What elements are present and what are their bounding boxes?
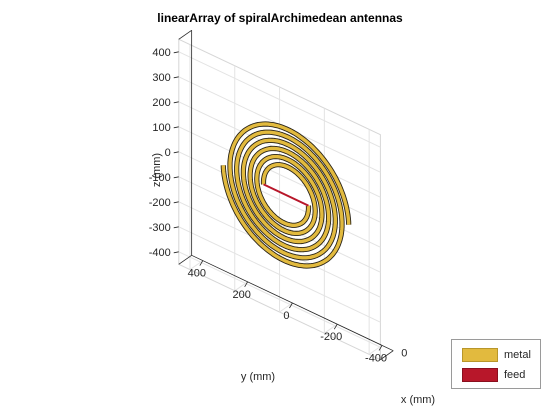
z-tick-label: -100 xyxy=(149,172,171,184)
floor-gridline xyxy=(279,302,293,313)
z-tick-label: 100 xyxy=(152,122,170,134)
z-tick-label: 200 xyxy=(152,97,170,109)
legend-label-feed: feed xyxy=(504,369,526,381)
floor-gridline xyxy=(324,323,338,334)
z-tick-mark xyxy=(173,126,179,129)
z-axis-label: z (mm) xyxy=(151,153,163,187)
axes-box-edge xyxy=(178,254,192,265)
legend-label-metal: metal xyxy=(504,349,531,361)
chart-title: linearArray of spiralArchimedean antenna… xyxy=(157,11,403,25)
y-tick-label: -400 xyxy=(365,352,387,364)
floor-gridline xyxy=(189,260,204,271)
z-tick-label: -300 xyxy=(149,222,171,234)
y-tick-label: -200 xyxy=(320,331,342,343)
y-tick-label: 400 xyxy=(188,268,206,280)
y-tick-mark xyxy=(244,281,248,288)
y-tick-label: 200 xyxy=(232,289,250,301)
floor-gridline xyxy=(368,344,383,355)
legend-swatch-feed xyxy=(462,368,498,382)
y-tick-mark xyxy=(378,345,383,351)
z-tick-label: -200 xyxy=(149,197,171,209)
feed-strip xyxy=(263,183,309,207)
y-tick-mark xyxy=(289,302,293,309)
x-tick-label: 0 xyxy=(401,348,407,360)
axes-box-edge xyxy=(380,350,394,361)
z-tick-mark xyxy=(173,101,179,104)
legend: metal feed xyxy=(451,339,541,389)
z-tick-label: 400 xyxy=(152,47,170,59)
spiral-arm-metal xyxy=(221,130,344,268)
z-tick-label: 300 xyxy=(152,72,170,84)
z-tick-mark xyxy=(173,226,179,229)
y-tick-label: 0 xyxy=(283,310,289,322)
z-tick-label: 0 xyxy=(165,147,171,159)
y-tick-mark xyxy=(333,323,338,330)
spiral-arm-metal xyxy=(228,122,351,260)
z-tick-mark xyxy=(173,201,179,204)
z-tick-mark xyxy=(173,176,179,179)
legend-item-metal: metal xyxy=(462,347,531,363)
z-tick-mark xyxy=(173,251,179,254)
z-tick-mark xyxy=(173,51,179,54)
z-tick-mark xyxy=(173,76,179,79)
z-tick-mark xyxy=(173,151,179,154)
y-tick-mark xyxy=(199,260,204,266)
legend-swatch-metal xyxy=(462,348,498,362)
x-axis-label: x (mm) xyxy=(401,394,435,406)
z-tick-label: -400 xyxy=(149,247,171,259)
floor-gridline xyxy=(234,281,248,292)
axes-box-edge xyxy=(178,29,192,40)
legend-item-feed: feed xyxy=(462,367,525,383)
y-axis-label: y (mm) xyxy=(241,371,275,383)
